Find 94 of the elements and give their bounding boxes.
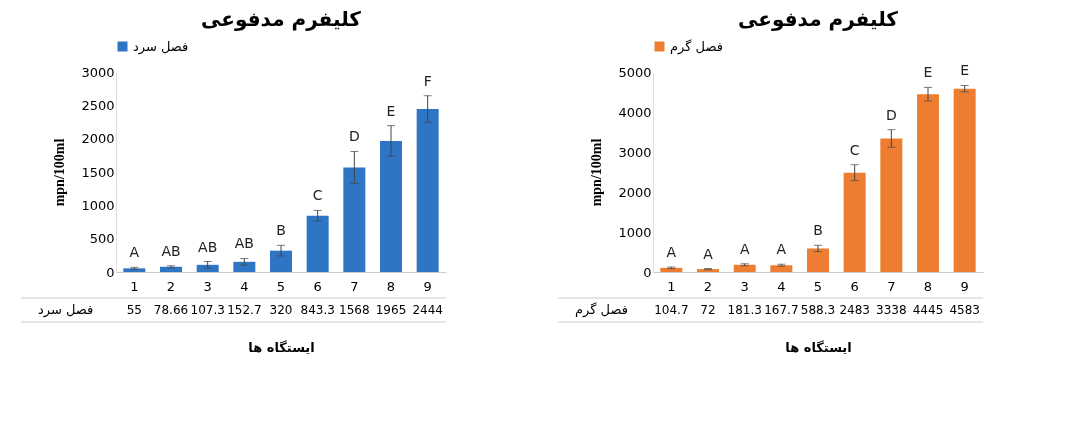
bar xyxy=(270,250,292,272)
annotation: A xyxy=(666,244,677,261)
data-label: 2444 xyxy=(412,303,443,317)
x-tick-label: 8 xyxy=(923,278,933,294)
annotation: B xyxy=(276,222,286,239)
y-tick-label: 0 xyxy=(643,264,652,280)
data-label: 4445 xyxy=(912,303,944,317)
y-tick-label: 3000 xyxy=(81,64,115,80)
data-label: 2483 xyxy=(839,303,870,317)
data-label: 107.3 xyxy=(190,303,225,317)
x-tick-label: 4 xyxy=(240,278,249,294)
y-tick-label: 4000 xyxy=(618,104,652,120)
x-tick-label: 2 xyxy=(166,278,176,294)
x-tick-label: 5 xyxy=(276,278,286,294)
text: فصل گرم xyxy=(575,302,628,317)
x-tick-label: 8 xyxy=(386,278,396,294)
bar xyxy=(233,261,256,272)
x-tick-label: 1 xyxy=(667,278,676,294)
data-label: 104.7 xyxy=(654,303,689,317)
x-tick-label: 7 xyxy=(887,278,896,294)
bar xyxy=(917,94,939,272)
y-tick-label: 1000 xyxy=(81,197,115,213)
annotation: D xyxy=(885,106,897,123)
annotation: A xyxy=(776,241,787,258)
annotation: C xyxy=(849,141,860,158)
x-axis-title: ایستگاه ها xyxy=(248,339,315,355)
bar xyxy=(306,215,329,272)
y-tick-label: 1000 xyxy=(618,224,652,240)
data-label: 588.3 xyxy=(800,303,836,317)
x-tick-label: 3 xyxy=(203,278,212,294)
y-tick-label: 0 xyxy=(106,264,115,280)
x-tick-label: 6 xyxy=(313,278,322,294)
data-label: 1965 xyxy=(375,303,407,317)
data-label: 167.7 xyxy=(764,303,799,317)
annotation: A xyxy=(703,245,714,262)
data-label: 843.3 xyxy=(300,303,335,317)
x-tick-label: 9 xyxy=(423,278,432,294)
y-tick-label: 2000 xyxy=(618,184,652,200)
annotation: D xyxy=(348,128,360,145)
bar xyxy=(843,172,866,272)
data-label: 72 xyxy=(700,303,716,317)
data-label: 1568 xyxy=(339,303,370,317)
y-tick-label: 2000 xyxy=(81,131,115,147)
x-tick-label: 2 xyxy=(703,278,713,294)
bar xyxy=(160,266,182,272)
data-label: 3338 xyxy=(876,303,907,317)
y-tick-label: 3000 xyxy=(618,144,652,160)
annotation: A xyxy=(739,240,750,257)
legend-label: فصل سرد xyxy=(133,38,189,55)
y-axis-title: mpn/100ml xyxy=(589,138,605,207)
annotation: E xyxy=(386,102,396,119)
bar xyxy=(380,141,402,272)
x-tick-label: 5 xyxy=(813,278,823,294)
y-axis-title: mpn/100ml xyxy=(52,138,68,207)
bar xyxy=(416,109,439,272)
x-tick-label: 4 xyxy=(777,278,786,294)
bar xyxy=(807,248,829,272)
legend-label: فصل گرم xyxy=(670,38,723,55)
bar xyxy=(770,265,793,272)
annotation: E xyxy=(923,64,933,81)
data-label: 78.66 xyxy=(153,303,189,317)
data-label: 55 xyxy=(126,303,142,317)
bar xyxy=(880,138,903,272)
bar xyxy=(660,267,683,272)
chart-title: کلیفرم مدفوعی xyxy=(201,7,362,31)
x-tick-label: 7 xyxy=(350,278,359,294)
y-tick-label: 500 xyxy=(89,231,115,247)
text: فصل سرد xyxy=(38,302,94,317)
x-axis-title: ایستگاه ها xyxy=(785,339,852,355)
bar xyxy=(123,268,146,272)
annotation: F xyxy=(423,72,432,89)
bar xyxy=(343,167,366,272)
bar xyxy=(953,88,976,272)
bar xyxy=(733,264,756,272)
y-tick-label: 5000 xyxy=(618,64,652,80)
y-tick-label: 2500 xyxy=(81,97,115,113)
annotation: B xyxy=(813,222,823,239)
x-tick-label: 3 xyxy=(740,278,749,294)
annotation: AB xyxy=(198,238,218,255)
x-tick-label: 6 xyxy=(850,278,859,294)
annotation: AB xyxy=(161,242,181,259)
data-label: 4583 xyxy=(949,303,980,317)
annotation: AB xyxy=(234,235,254,252)
data-label: 152.7 xyxy=(227,303,262,317)
annotation: C xyxy=(312,187,323,204)
chart-title: کلیفرم مدفوعی xyxy=(738,7,899,31)
data-label: 320 xyxy=(269,303,293,317)
y-tick-label: 1500 xyxy=(81,164,115,180)
x-tick-label: 9 xyxy=(960,278,969,294)
annotation: E xyxy=(960,62,970,79)
bar xyxy=(196,264,219,272)
annotation: A xyxy=(129,244,140,261)
data-label: 181.3 xyxy=(727,303,762,317)
x-tick-label: 1 xyxy=(130,278,139,294)
